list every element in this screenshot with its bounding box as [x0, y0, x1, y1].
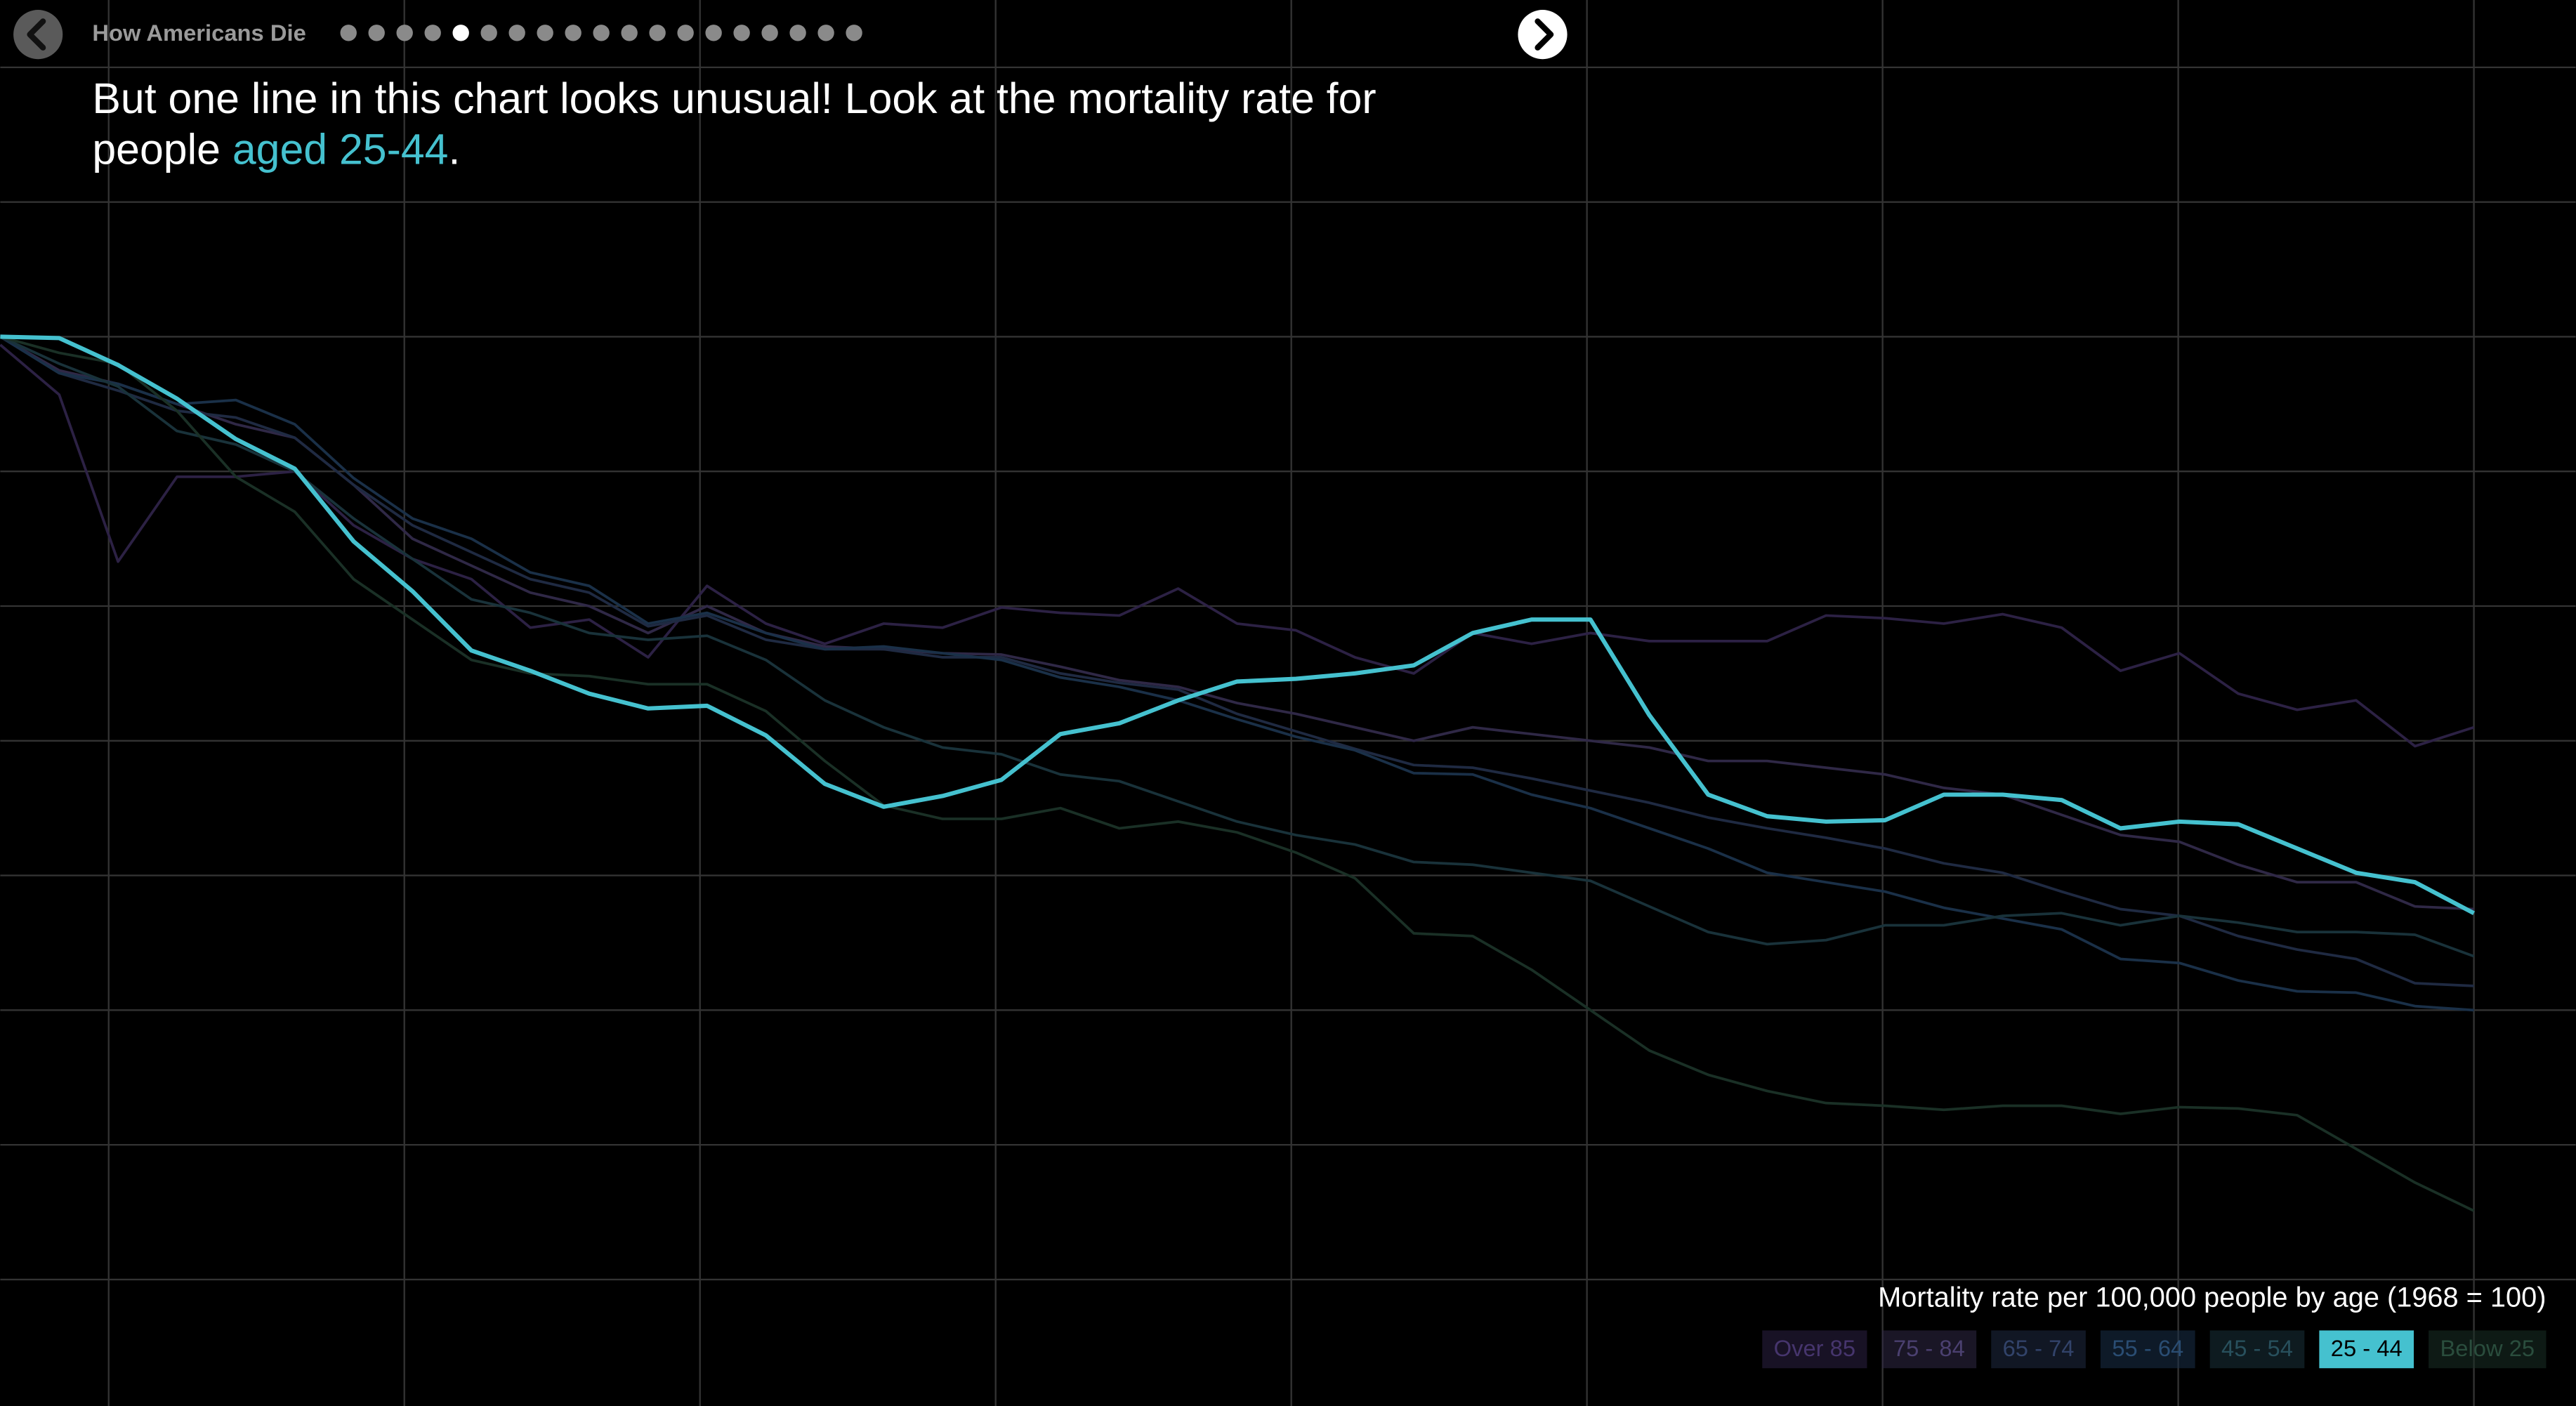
- legend-item[interactable]: Over 85: [1762, 1330, 1867, 1369]
- legend-item[interactable]: 45 - 54: [2209, 1330, 2305, 1369]
- heading-text: people: [92, 126, 232, 173]
- legend-label[interactable]: 25 - 44: [2331, 1335, 2403, 1361]
- series-line: [0, 335, 2474, 911]
- back-button[interactable]: [13, 10, 63, 60]
- progress-dot[interactable]: [677, 25, 694, 41]
- heading-highlight: aged 25-44: [232, 126, 449, 173]
- progress-dot[interactable]: [396, 25, 413, 41]
- legend-box[interactable]: [2100, 1330, 2195, 1369]
- legend-label[interactable]: 65 - 74: [2003, 1335, 2075, 1361]
- legend-label[interactable]: Below 25: [2440, 1335, 2535, 1361]
- legend: Below 25 25 - 44 45 - 54 55 - 64 65 - 74 75 -…: [1762, 1330, 2547, 1369]
- back-chevron[interactable]: [27, 18, 46, 51]
- heading-text: .: [448, 126, 460, 173]
- progress-dot[interactable]: [649, 25, 666, 41]
- lines: [0, 334, 2476, 1212]
- next-chevron[interactable]: [1535, 18, 1554, 51]
- progress-dot[interactable]: [733, 25, 750, 41]
- progress-dot[interactable]: [761, 25, 778, 41]
- legend-label[interactable]: 75 - 84: [1893, 1335, 1965, 1361]
- legend-box[interactable]: [1991, 1330, 2086, 1369]
- legend-box[interactable]: [2319, 1330, 2414, 1369]
- series-line: [0, 335, 2474, 987]
- legend-item[interactable]: 65 - 74: [1991, 1330, 2086, 1369]
- legend-box[interactable]: [1762, 1330, 1867, 1369]
- progress-dot[interactable]: [537, 25, 553, 41]
- progress-dot[interactable]: [621, 25, 638, 41]
- legend-label[interactable]: 45 - 54: [2221, 1335, 2293, 1361]
- progress-dot[interactable]: [368, 25, 385, 41]
- story-title: How Americans Die: [92, 20, 305, 46]
- progress-dot[interactable]: [565, 25, 581, 41]
- next-circle[interactable]: [1518, 10, 1568, 60]
- legend-item[interactable]: 55 - 64: [2100, 1330, 2195, 1369]
- progress-dot[interactable]: [817, 25, 834, 41]
- legend-label[interactable]: Over 85: [1774, 1335, 1855, 1361]
- progress-dot[interactable]: [424, 25, 441, 41]
- progress-dot[interactable]: [480, 25, 497, 41]
- legend-box[interactable]: [2429, 1330, 2547, 1369]
- progress-dot[interactable]: [789, 25, 806, 41]
- heading-line: But one line in this chart looks unusual…: [92, 74, 1376, 122]
- progress-dot[interactable]: [846, 25, 862, 41]
- series-line: [0, 335, 2475, 1212]
- legend-item[interactable]: Below 25: [2429, 1330, 2547, 1369]
- chart-caption: Mortality rate per 100,000 people by age…: [1878, 1282, 2546, 1313]
- next-button[interactable]: [1518, 10, 1568, 60]
- legend-box[interactable]: [1881, 1330, 1977, 1369]
- heading-line: people aged 25-44.: [92, 126, 460, 173]
- series-line: [0, 335, 2474, 1012]
- progress-dot[interactable]: [508, 25, 525, 41]
- legend-box[interactable]: [2209, 1330, 2305, 1369]
- progress-dot[interactable]: [705, 25, 722, 41]
- back-circle[interactable]: [13, 10, 63, 60]
- legend-label[interactable]: 55 - 64: [2112, 1335, 2183, 1361]
- progress-dot[interactable]: [340, 25, 357, 41]
- series-line: [0, 335, 2475, 958]
- progress-dot[interactable]: [593, 25, 610, 41]
- series-line: [0, 334, 2476, 915]
- progress-dot-active[interactable]: [452, 25, 469, 41]
- legend-item[interactable]: 75 - 84: [1881, 1330, 1977, 1369]
- legend-item[interactable]: 25 - 44: [2319, 1330, 2414, 1369]
- progress-dots: [340, 25, 862, 41]
